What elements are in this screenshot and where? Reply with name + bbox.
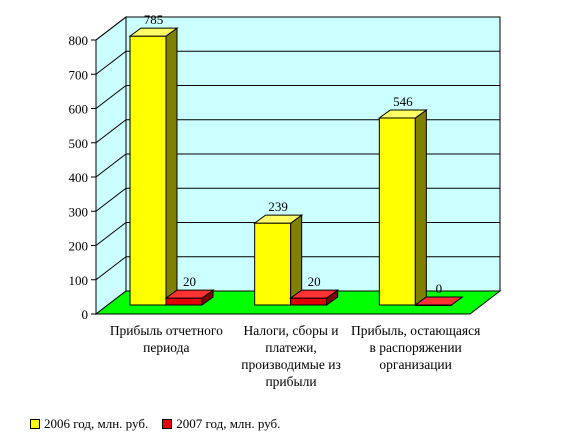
y-tick-label-500: 500 [69, 136, 89, 151]
legend-label-2007: 2007 год, млн. руб. [176, 416, 281, 431]
y-tick-label-700: 700 [69, 67, 89, 82]
y-tick-label-0: 0 [82, 307, 89, 322]
data-label-s1-c2: 0 [436, 281, 443, 296]
bar-top-s0-c0 [128, 27, 179, 37]
gridline-400 [95, 153, 500, 178]
bar-top-s1-c0 [164, 289, 215, 299]
x-tick-label-0: Прибыль отчетного периода [109, 323, 223, 355]
gridlines [95, 16, 500, 281]
bar-top-s1-c1 [289, 289, 340, 299]
legend-item-2007: 2007 год, млн. руб. [162, 416, 280, 432]
legend: 2006 год, млн. руб. 2007 год, млн. руб. [30, 416, 280, 432]
data-label-s0-c0: 785 [144, 12, 164, 27]
legend-swatch-2006 [30, 419, 40, 429]
bar-front-s0-c1 [254, 222, 292, 306]
bar-front-s0-c0 [129, 35, 167, 306]
legend-item-2006: 2006 год, млн. руб. [30, 416, 148, 432]
gridline-700 [95, 50, 500, 75]
y-tick-label-600: 600 [69, 102, 89, 117]
bar-top-s1-c2 [413, 296, 464, 306]
x-tick-label-2: Прибыль, остающаяся в распоряжении орган… [350, 323, 481, 372]
data-label-s0-c1: 239 [268, 199, 288, 214]
gridline-300 [95, 187, 500, 212]
bars [128, 27, 464, 306]
bar-side-s0-c2 [414, 109, 427, 306]
y-tick-label-800: 800 [69, 33, 89, 48]
bar-front-s1-c0 [165, 297, 203, 306]
y-tick-label-300: 300 [69, 204, 89, 219]
legend-swatch-2007 [162, 419, 173, 429]
x-tick-label-1: Налоги, сборы и платежи, производимые из… [241, 323, 341, 389]
gridline-200 [95, 222, 500, 246]
bar-front-s0-c2 [378, 117, 416, 306]
y-axis: 0 100 200 300 400 500 600 700 800 [69, 33, 97, 322]
bar-front-s1-c1 [290, 297, 328, 306]
y-tick-label-200: 200 [69, 239, 89, 254]
gridline-500 [95, 119, 500, 144]
gridline-600 [95, 85, 500, 109]
gridline-100 [95, 256, 500, 281]
data-label-s0-c2: 546 [393, 94, 413, 109]
legend-label-2006: 2006 год, млн. руб. [44, 416, 149, 431]
gridline-800 [95, 16, 500, 41]
bar-top-s0-c2 [377, 109, 428, 119]
y-tick-label-400: 400 [69, 170, 89, 185]
data-label-s1-c1: 20 [308, 274, 321, 289]
bar-side-s0-c0 [165, 27, 178, 306]
data-labels: 785 20 239 20 546 0 [144, 12, 442, 296]
y-tick-label-100: 100 [69, 273, 89, 288]
bar-top-s0-c1 [253, 214, 304, 224]
data-label-s1-c0: 20 [183, 274, 196, 289]
